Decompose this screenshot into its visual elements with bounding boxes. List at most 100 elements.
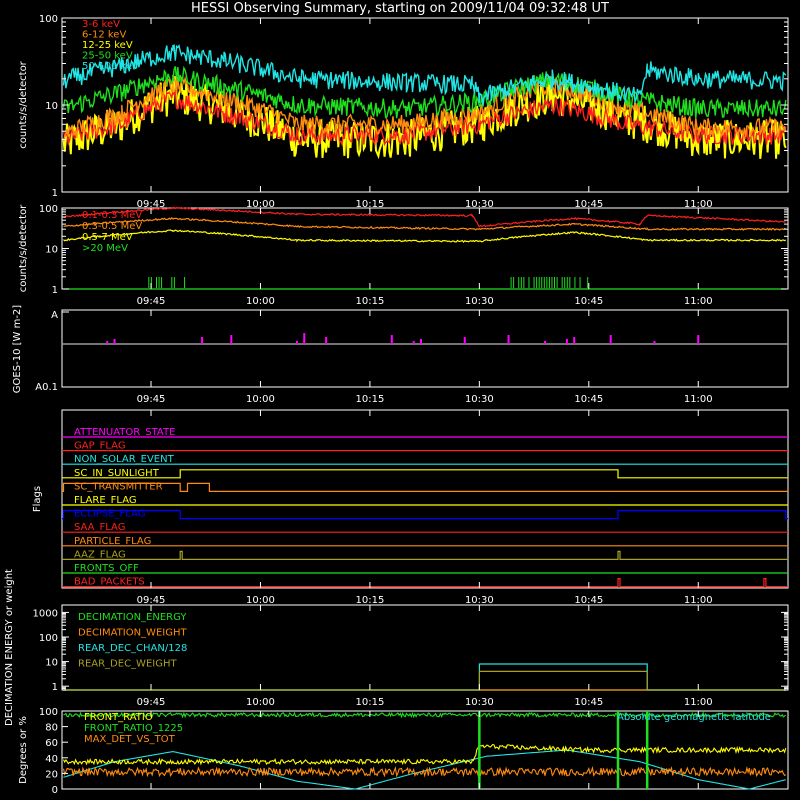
ratio-legend-item: FRONT_RATIO — [84, 712, 153, 723]
ratio-legend-item: MAX_DET_VS_TOT — [84, 734, 176, 745]
time-tick-label: 10:00 — [246, 697, 275, 708]
ratio-ytick-label: 20 — [45, 769, 58, 780]
series-line-0-1-0-3-MeV — [63, 206, 786, 228]
time-tick-label: 09:45 — [137, 697, 166, 708]
flag-label: PARTICLE_FLAG — [74, 536, 151, 547]
goes-panel-frame — [61, 309, 789, 388]
particle-legend-item: 0.3-0.5 MeV — [82, 221, 142, 232]
particle-panel-frame — [61, 207, 789, 290]
particle-legend-item: 0.1-0.3 MeV — [82, 210, 142, 221]
ratio-ytick-label: 80 — [45, 723, 58, 734]
time-tick-label: 10:00 — [246, 595, 275, 606]
ratio-ytick-label: 60 — [45, 738, 58, 749]
flag-label: ECLIPSE_FLAG — [74, 509, 145, 520]
decimation-panel: 1000 100 10 1 09:45 10:00 10:15 10:30 10:45 11:00… — [4, 569, 789, 726]
time-tick-label: 10:15 — [355, 296, 384, 307]
decimation-legend-item: DECIMATION_WEIGHT — [78, 628, 187, 639]
lightcurve-ytick-label: 10 — [45, 101, 58, 112]
series-line-6-12-keV — [62, 74, 787, 142]
flag-label: AAZ_FLAG — [74, 549, 126, 560]
ratio-panel: 100 80 60 40 20 0 Degrees or % FRONT_RATIOFRONT… — [18, 707, 789, 796]
time-tick-label: 09:45 — [137, 595, 166, 606]
flag-label: SC_IN_SUNLIGHT — [74, 468, 160, 479]
particle-ytick-label: 10 — [45, 245, 58, 256]
flag-label: SAA_FLAG — [74, 522, 125, 533]
lightcurve-legend-item: 6-12 keV — [82, 30, 126, 41]
decimation-ytick-label: 100 — [39, 633, 58, 644]
ratio-ytick-label: 100 — [39, 707, 58, 718]
flag-label: SC_TRANSMITTER — [74, 481, 163, 492]
series-line-Absolute-geomagnetic-latitude — [63, 749, 786, 790]
particle-ytick-label: 100 — [39, 204, 58, 215]
lightcurve-legend-item: 50-100 keV — [82, 61, 139, 72]
ratio-ytick-label: 40 — [45, 754, 58, 765]
time-tick-label: 09:45 — [137, 394, 166, 405]
series-line-FRONT-RATIO — [63, 743, 787, 766]
lightcurve-ytick-label: 100 — [39, 14, 58, 25]
particle-ylabel: counts/s/detector — [18, 204, 29, 292]
time-tick-label: 10:45 — [574, 296, 603, 307]
decimation-ytick-label: 1 — [52, 682, 58, 693]
time-tick-label: 10:15 — [355, 697, 384, 708]
lightcurve-legend-item: 25-50 keV — [82, 51, 133, 62]
flag-trace — [62, 482, 788, 492]
page-title: HESSI Observing Summary, starting on 200… — [191, 1, 609, 16]
flag-label: GAP_FLAG — [74, 441, 126, 452]
time-tick-label: 11:00 — [684, 394, 713, 405]
flag-trace — [62, 550, 788, 560]
time-tick-label: 11:00 — [684, 199, 713, 210]
goes-panel: A A0.1 09:45 10:00 10:15 10:30 10:45 11:00 GOES-… — [12, 305, 789, 405]
goes-ytick-label: A0.1 — [35, 382, 58, 393]
decimation-ytick-label: 1000 — [33, 608, 58, 619]
time-tick-label: 10:15 — [355, 595, 384, 606]
decimation-legend-item: REAR_DEC_WEIGHT — [78, 659, 177, 670]
flag-label: FRONTS_OFF — [74, 563, 139, 574]
time-tick-label: 09:45 — [137, 296, 166, 307]
time-tick-label: 11:00 — [684, 296, 713, 307]
decimation-legend-item: DECIMATION_ENERGY — [78, 612, 187, 623]
series-line-MAX-DET-VS-TOT — [62, 765, 787, 778]
time-tick-label: 10:30 — [465, 697, 494, 708]
goes-ytick-label: A — [51, 310, 58, 321]
flags-panel-frame — [61, 409, 789, 589]
time-tick-label: 10:45 — [574, 595, 603, 606]
decimation-legend-item: REAR_DEC_CHAN/128 — [78, 643, 187, 654]
particle-legend-item: >20 MeV — [82, 243, 128, 254]
time-tick-label: 10:30 — [465, 199, 494, 210]
time-tick-label: 11:00 — [684, 697, 713, 708]
goes-ylabel: GOES-10 [W m-2] — [12, 305, 23, 393]
flag-label: NON_SOLAR_EVENT — [74, 454, 175, 465]
time-tick-label: 11:00 — [684, 595, 713, 606]
flag-label: BAD_PACKETS — [74, 577, 145, 588]
flags-panel: ATTENUATOR_STATE GAP_FLAG NON_SOLAR_EVENT S… — [32, 409, 789, 606]
decimation-ytick-label: 10 — [45, 658, 58, 669]
flag-trace — [62, 469, 788, 479]
flag-label: FLARE_FLAG — [74, 495, 137, 506]
particle-ytick-label: 1 — [52, 285, 58, 296]
series-line-0-3-0-5-MeV — [63, 216, 786, 231]
flags-ylabel: Flags — [32, 486, 43, 512]
time-tick-label: 10:45 — [574, 199, 603, 210]
series-line-REAR-DEC-WEIGHT — [63, 670, 786, 691]
series-line-12-25-keV — [62, 76, 787, 160]
ratio-panel-frame — [61, 710, 789, 790]
time-tick-label: 10:45 — [574, 697, 603, 708]
time-tick-label: 10:30 — [465, 595, 494, 606]
lightcurve-panel: 100 10 1 09:45 10:00 10:15 10:30 10:45 11:00 coun… — [18, 14, 789, 210]
flag-label: ATTENUATOR_STATE — [74, 427, 175, 438]
ratio-ylabel: Degrees or % — [18, 716, 29, 784]
series-line-25-50-keV — [62, 65, 787, 119]
series-line-FRONT-RATIO-1225 — [63, 711, 787, 719]
ratio-legend-right: Absolute geomagnetic latitude — [617, 712, 771, 723]
ratio-ytick-label: 0 — [52, 785, 58, 796]
series-line-50-100-keV — [62, 44, 787, 106]
time-tick-label: 10:30 — [465, 394, 494, 405]
lightcurve-legend-item: 12-25 keV — [82, 40, 133, 51]
decimation-ylabel: DECIMATION ENERGY or weight — [4, 569, 15, 726]
lightcurve-ytick-label: 1 — [52, 188, 58, 199]
time-tick-label: 10:15 — [355, 199, 384, 210]
time-tick-label: 10:30 — [465, 296, 494, 307]
time-tick-label: 10:00 — [246, 394, 275, 405]
series-line-0-5-7-MeV — [63, 229, 787, 244]
